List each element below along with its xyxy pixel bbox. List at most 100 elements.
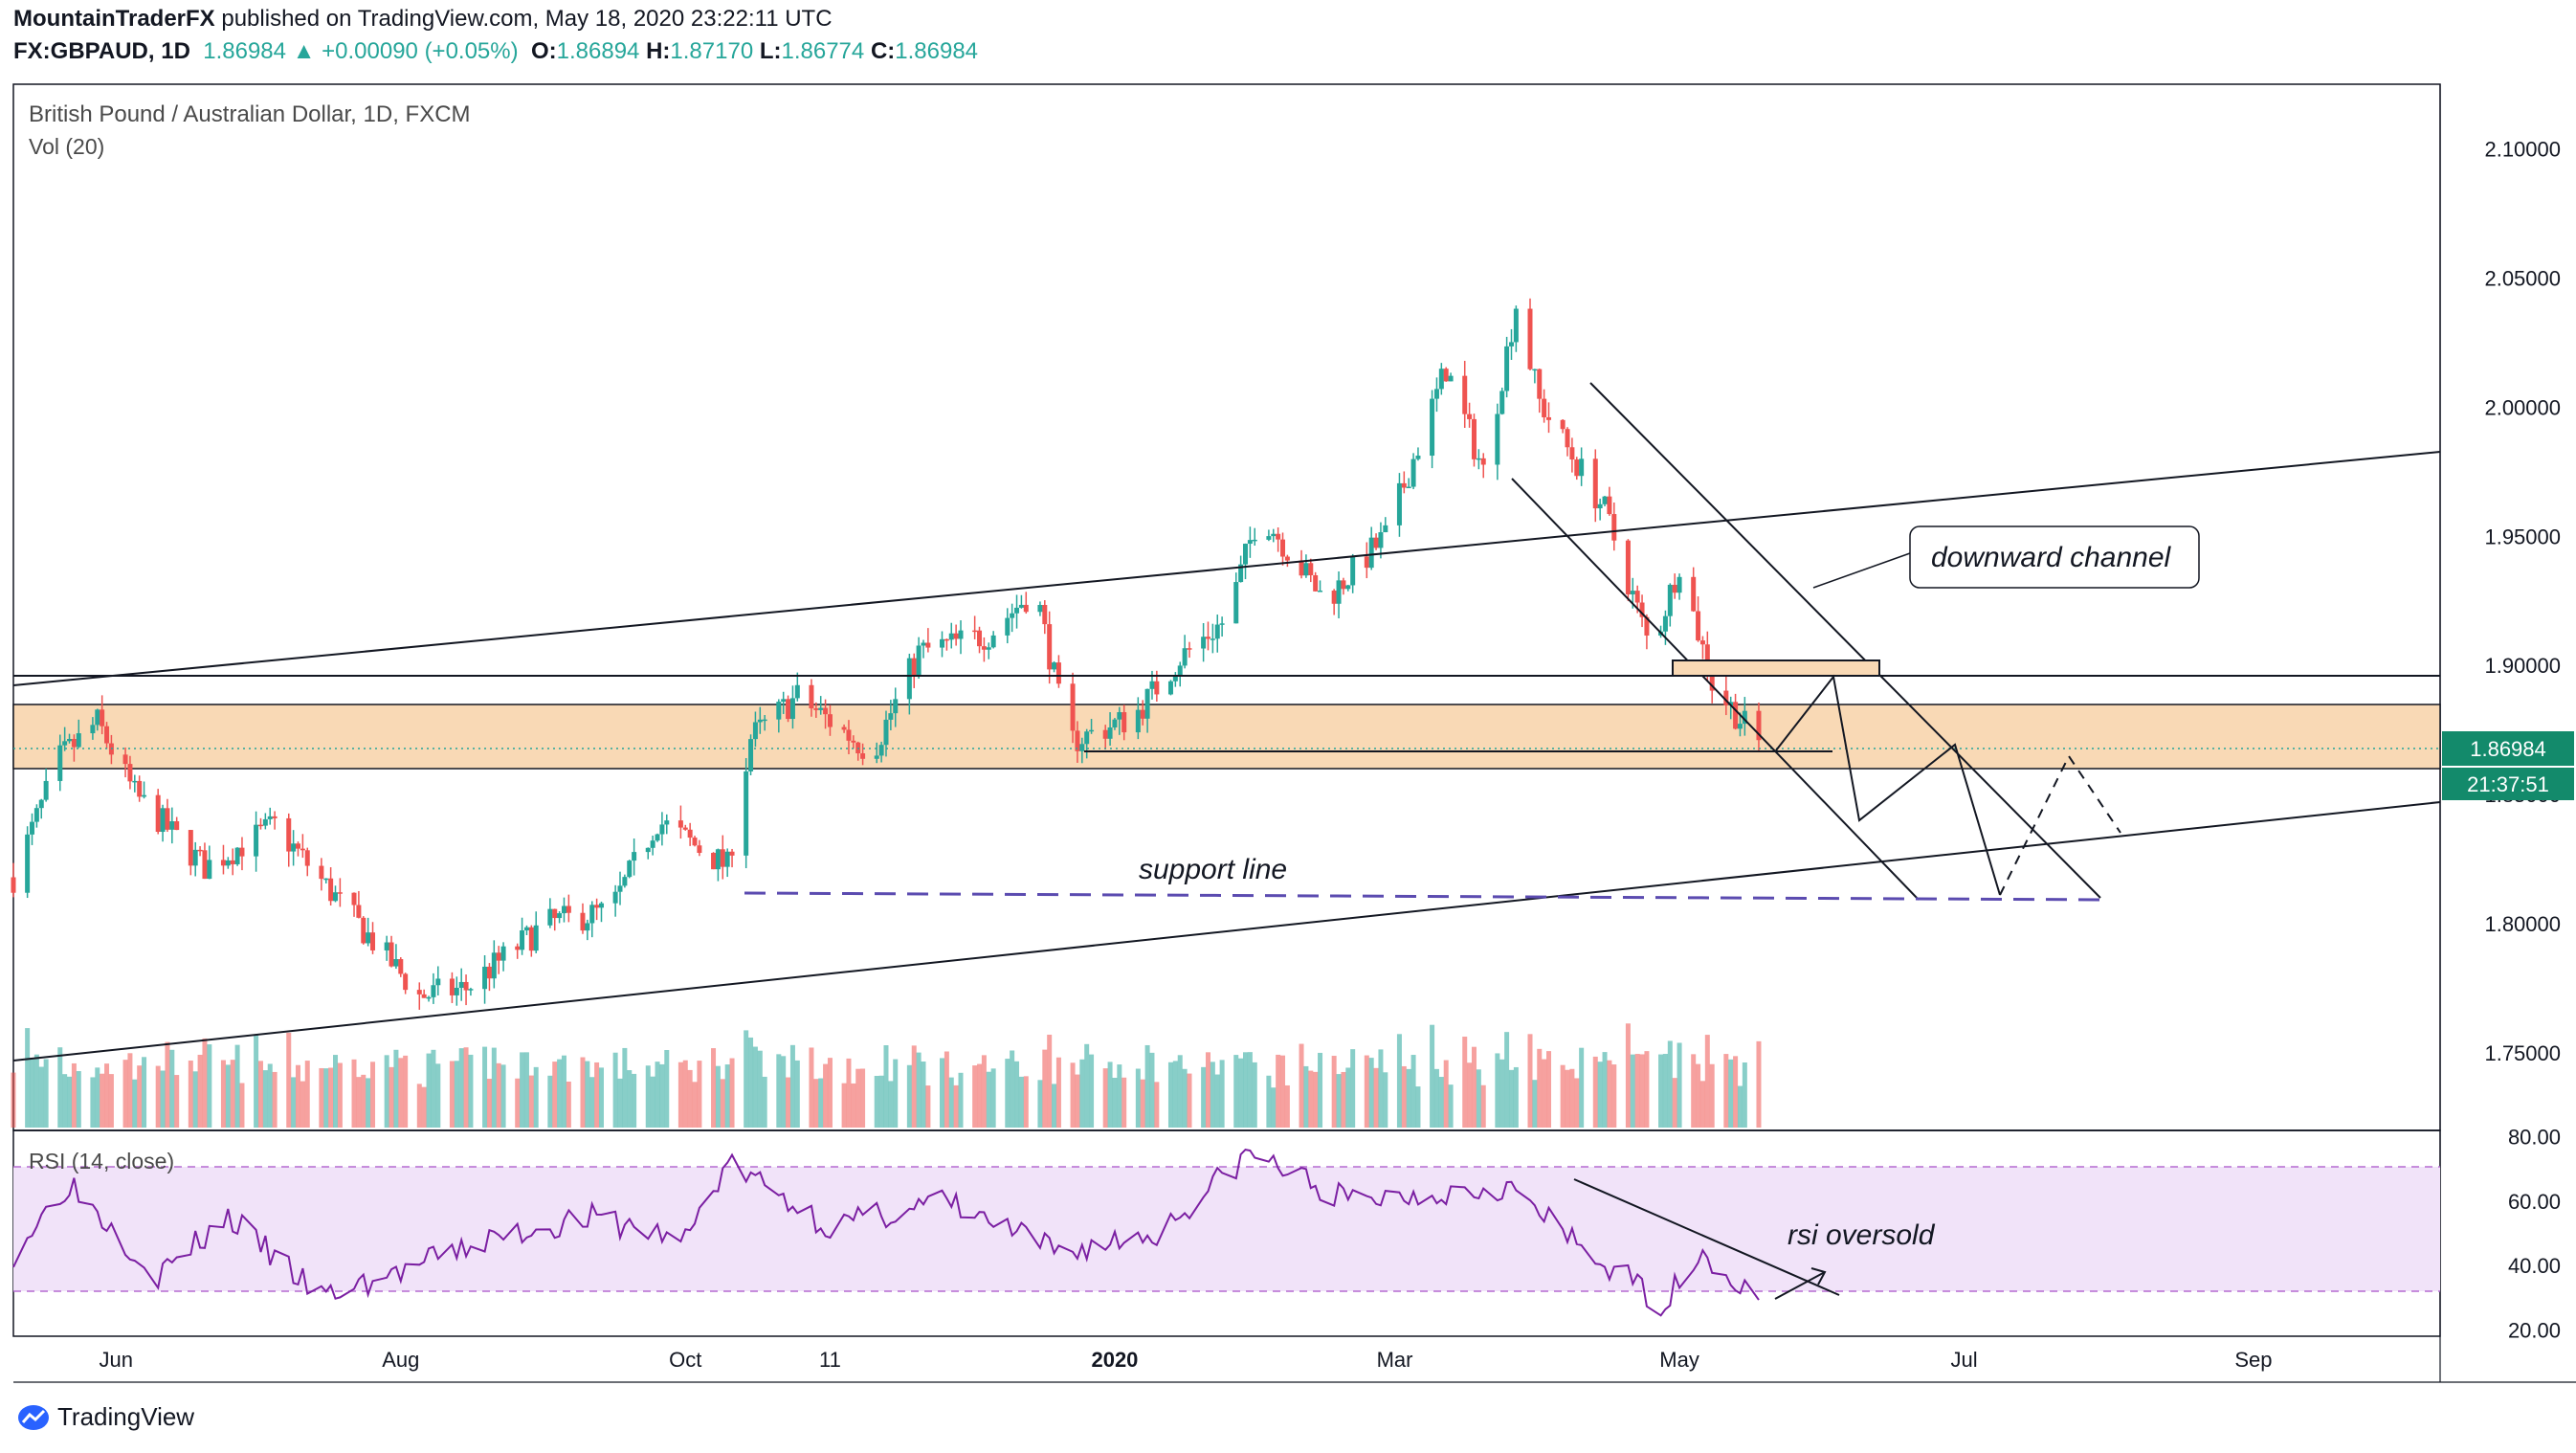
time-axis[interactable]: Jun Aug Oct 11 2020 Mar May Jul Sep <box>100 1348 2273 1372</box>
volume-bar <box>174 1075 180 1128</box>
candle-body <box>1406 486 1411 489</box>
volume-bar <box>1219 1060 1225 1128</box>
candle-body <box>757 719 763 723</box>
volume-bar <box>682 1060 688 1128</box>
candle-body <box>1565 429 1570 448</box>
candle-body <box>1733 702 1739 729</box>
volume-bar <box>323 1068 329 1128</box>
volume-bar <box>692 1082 698 1128</box>
candle-body <box>789 698 795 720</box>
candle-body <box>1214 624 1220 639</box>
volume-bar <box>1396 1034 1402 1128</box>
candle-body <box>262 818 268 826</box>
candle-body <box>557 913 563 919</box>
candle-body <box>333 892 339 902</box>
volume-bar <box>720 1079 725 1128</box>
volume-bar <box>1569 1068 1575 1128</box>
volume-bar <box>1737 1085 1743 1128</box>
volume-bar <box>1704 1035 1710 1128</box>
candle-body <box>977 630 983 647</box>
candle-body <box>491 952 497 979</box>
volume-bar <box>1467 1062 1473 1128</box>
volume-bar <box>262 1070 268 1128</box>
candle-body <box>1079 744 1085 751</box>
candle-body <box>1336 580 1342 604</box>
candle-body <box>1089 729 1095 732</box>
candle-body <box>515 946 521 950</box>
candle-body <box>860 753 866 759</box>
volume-bar <box>664 1050 670 1128</box>
candle-body <box>500 946 506 961</box>
volume-bar <box>874 1075 879 1128</box>
time-tick-label: 11 <box>819 1348 841 1372</box>
candle-body <box>463 981 469 991</box>
candle-body <box>1149 681 1155 689</box>
volume-bar <box>1079 1059 1085 1128</box>
candle-body <box>813 708 819 710</box>
volume-bar <box>612 1052 618 1128</box>
price-axis[interactable]: 2.100002.050002.000001.950001.900001.850… <box>2484 137 2561 1065</box>
volume-bar <box>1443 1060 1449 1128</box>
candle-body <box>580 912 586 931</box>
candle-body <box>1443 369 1449 382</box>
candle-body <box>612 891 618 904</box>
brand-name: TradingView <box>57 1402 195 1431</box>
candle-body <box>155 794 161 833</box>
candle-body <box>435 978 441 986</box>
candle-body <box>1607 496 1612 515</box>
symbol-name[interactable]: FX:GBPAUD, 1D <box>13 38 190 64</box>
price-tick-label: 1.90000 <box>2484 654 2561 678</box>
candle-body <box>1691 576 1697 612</box>
volume-bar <box>632 1073 637 1128</box>
candle-body <box>650 840 655 848</box>
volume-bar <box>911 1045 917 1128</box>
candle-body <box>1415 456 1421 459</box>
candle-body <box>1728 702 1734 705</box>
channel-upper-line <box>1589 382 2101 899</box>
volume-bar <box>1438 1077 1444 1128</box>
volume-bar <box>1187 1073 1192 1128</box>
candle-body <box>552 908 558 919</box>
candle-body <box>677 820 683 828</box>
candle-body <box>416 990 422 995</box>
candlesticks <box>11 298 1762 1010</box>
candle-body <box>617 885 623 892</box>
volume-bar <box>1476 1069 1481 1128</box>
tradingview-logo-icon <box>18 1404 49 1430</box>
time-tick-label: Jun <box>100 1348 133 1372</box>
volume-bar <box>254 1035 259 1128</box>
candle-body <box>888 713 894 720</box>
volume-bar <box>225 1064 231 1128</box>
volume-bar <box>598 1067 604 1128</box>
volume-bar <box>1276 1054 1281 1128</box>
volume-bar <box>1037 1080 1043 1128</box>
volume-bar <box>333 1055 339 1128</box>
tradingview-brand[interactable]: TradingView <box>17 1402 194 1432</box>
volume-bar <box>776 1054 782 1128</box>
candle-body <box>1341 580 1346 590</box>
rsi-axis[interactable]: 80.00 60.00 40.00 20.00 <box>2508 1126 2561 1343</box>
candle-body <box>1084 731 1090 745</box>
candle-body <box>818 707 824 710</box>
candle-body <box>823 707 829 715</box>
author-name[interactable]: MountainTraderFX <box>13 6 215 32</box>
candle-body <box>1303 563 1309 576</box>
low-value: 1.86774 <box>781 38 865 64</box>
candle-body <box>1010 613 1015 618</box>
volume-bar <box>1499 1059 1505 1128</box>
volume-bar <box>1672 1078 1677 1128</box>
candle-body <box>645 847 651 853</box>
callout-pointer <box>1812 552 1911 589</box>
candle-body <box>1634 591 1640 603</box>
candle-body <box>90 725 96 734</box>
rsi-title: RSI (14, close) <box>29 1149 175 1174</box>
rsi-tick-label: 20.00 <box>2508 1318 2561 1342</box>
volume-bar <box>528 1075 534 1128</box>
candle-body <box>337 892 343 894</box>
candle-body <box>986 647 991 650</box>
candle-body <box>1112 719 1118 728</box>
volume-bar <box>1579 1047 1585 1128</box>
candle-body <box>893 699 899 714</box>
volume-bar <box>944 1051 949 1128</box>
